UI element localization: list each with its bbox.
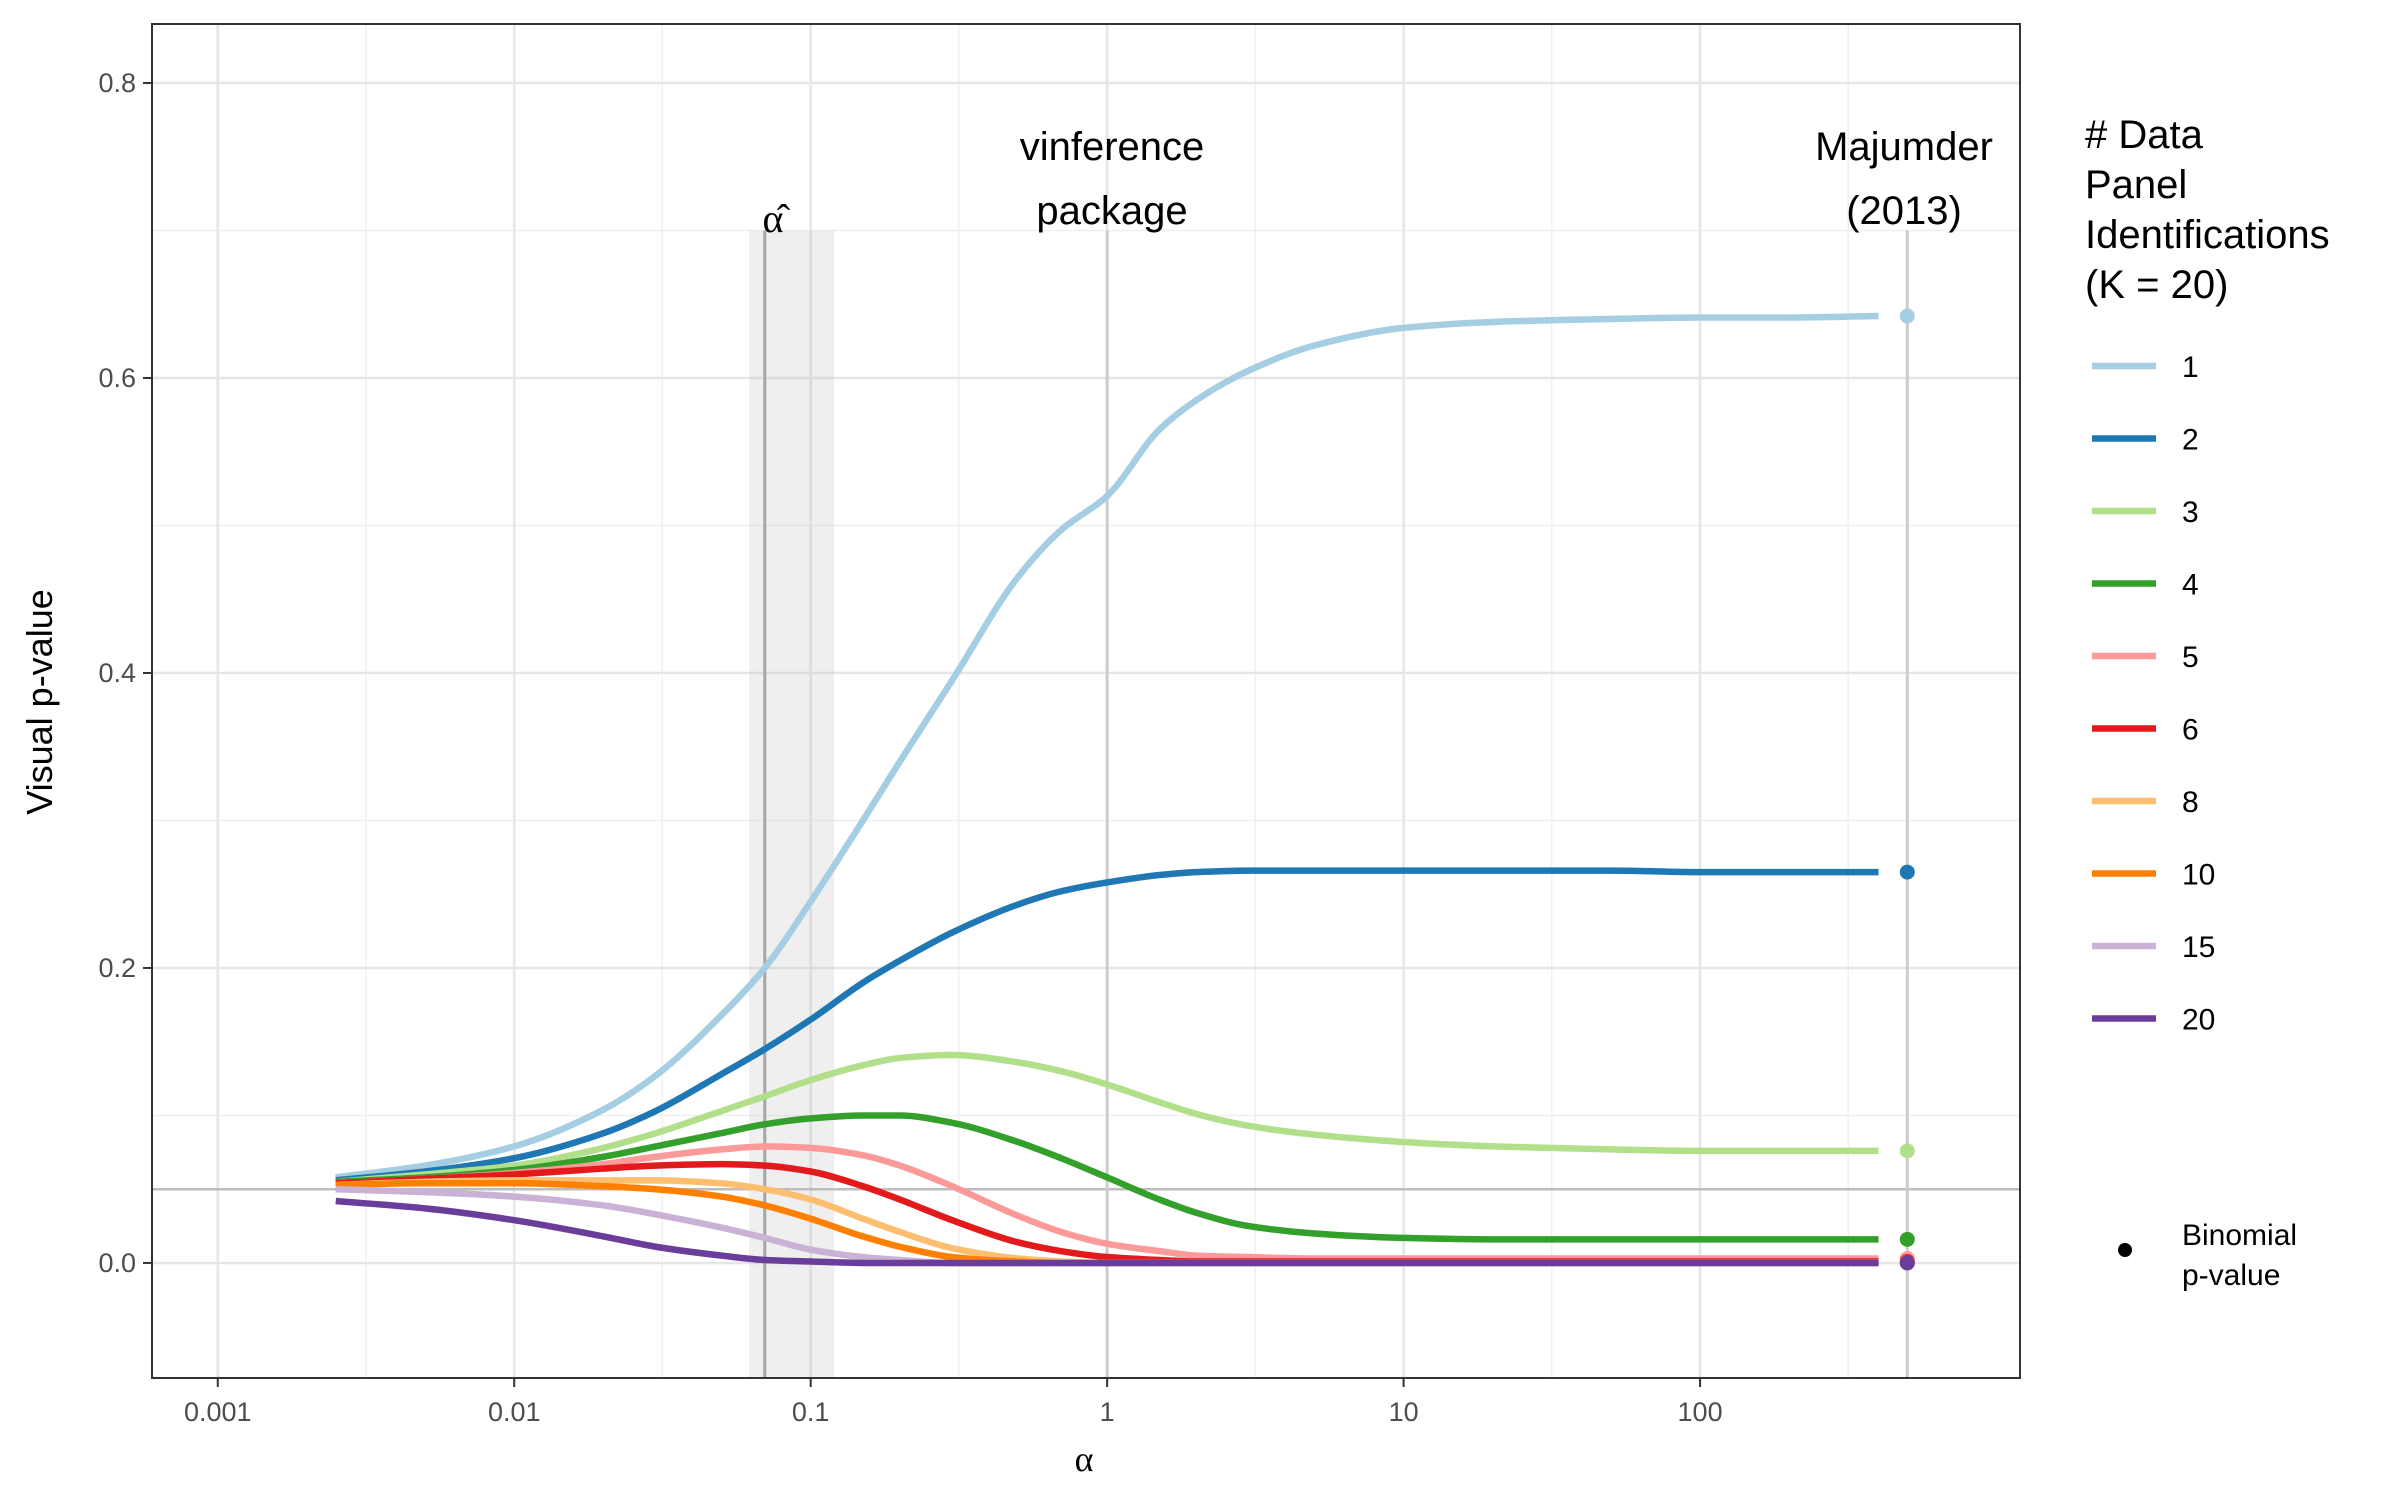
binomial-point-2 (1899, 864, 1915, 880)
majumder-label-line1: Majumder (1815, 125, 1993, 169)
vinference-label-line2: package (1036, 189, 1187, 233)
series-line-4 (335, 1112, 1879, 1243)
legend-binomial-point (2118, 1243, 2132, 1257)
legend-label-2: 2 (2182, 424, 2199, 457)
y-tick-label: 0.2 (98, 953, 136, 983)
binomial-point-20 (1899, 1255, 1915, 1271)
x-axis-ticks: 0.001 0.01 0.1 1 10 100 (184, 1378, 1723, 1427)
legend: # Data Panel Identifications (K = 20) 1 2… (2085, 113, 2330, 1292)
legend-title-line3: Identifications (2085, 213, 2330, 257)
panel-border (151, 23, 2021, 1379)
y-tick-label: 0.0 (98, 1248, 136, 1278)
legend-label-10: 10 (2182, 859, 2215, 892)
legend-binomial-label-line2: p-value (2182, 1259, 2280, 1292)
x-tick-label: 0.01 (488, 1397, 541, 1427)
legend-label-4: 4 (2182, 569, 2199, 602)
legend-label-15: 15 (2182, 931, 2215, 964)
x-tick-label: 0.001 (184, 1397, 252, 1427)
grid (152, 24, 2020, 1378)
legend-label-3: 3 (2182, 496, 2199, 529)
legend-label-1: 1 (2182, 351, 2199, 384)
legend-label-20: 20 (2182, 1004, 2215, 1037)
y-tick-label: 0.6 (98, 363, 136, 393)
x-tick-label: 0.1 (792, 1397, 830, 1427)
binomial-point-4 (1899, 1231, 1915, 1247)
legend-items: 1 2 3 4 5 6 8 10 15 20 (2092, 351, 2215, 1037)
annotations: α̂ vinference package Majumder (2013) (763, 125, 1993, 241)
x-tick-label: 1 (1100, 1397, 1115, 1427)
legend-label-5: 5 (2182, 641, 2199, 674)
series-lines (335, 312, 1879, 1267)
series-line-3 (335, 1051, 1879, 1186)
y-tick-label: 0.8 (98, 68, 136, 98)
reference-lines (152, 230, 2020, 1378)
binomial-points (1899, 308, 1915, 1271)
legend-title-line1: # Data (2085, 113, 2204, 157)
legend-title-line2: Panel (2085, 163, 2187, 207)
series-line-2 (335, 867, 1879, 1184)
vinference-label-line1: vinference (1020, 125, 1205, 169)
legend-label-8: 8 (2182, 786, 2199, 819)
legend-label-6: 6 (2182, 714, 2199, 747)
legend-binomial-label-line1: Binomial (2182, 1219, 2297, 1252)
x-tick-label: 10 (1389, 1397, 1419, 1427)
x-tick-label: 100 (1678, 1397, 1723, 1427)
series-line-1 (335, 312, 1879, 1181)
series-line-20 (335, 1197, 1879, 1267)
legend-title-line4: (K = 20) (2085, 263, 2228, 307)
x-axis-title: α (1075, 1439, 1094, 1479)
y-axis-title: Visual p-value (19, 589, 60, 814)
y-axis-ticks: 0.0 0.2 0.4 0.6 0.8 (98, 68, 152, 1278)
y-tick-label: 0.4 (98, 658, 136, 688)
binomial-point-3 (1899, 1143, 1915, 1159)
majumder-label-line2: (2013) (1846, 189, 1962, 233)
binomial-point-1 (1899, 308, 1915, 324)
